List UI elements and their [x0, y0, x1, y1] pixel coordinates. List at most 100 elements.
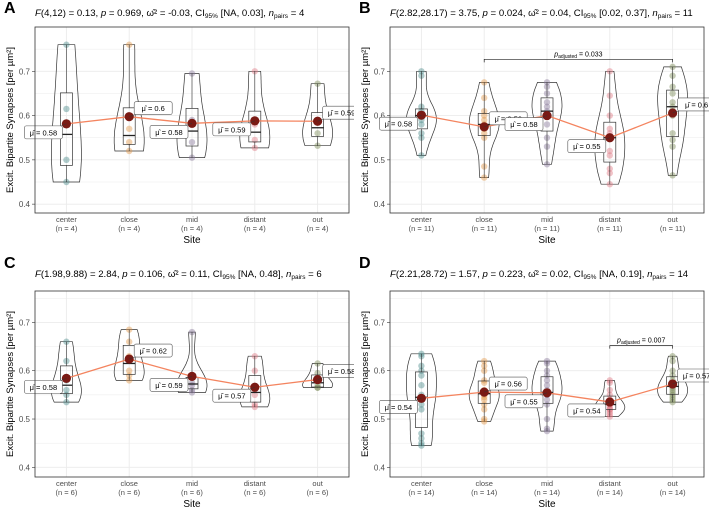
y-tick-label: 0.7 — [374, 318, 386, 327]
x-tick-label: center — [56, 215, 77, 224]
mean-label: μ̂ = 0.56 — [494, 380, 521, 389]
x-tick-label: center — [411, 215, 432, 224]
subtitle-part: = 0.223, ω̂² = 0.02, CI — [488, 269, 584, 280]
plot-border — [34, 26, 350, 214]
x-tick-n-label: (n = 11) — [534, 224, 560, 233]
subtitle-part: [NA, 0.03], — [218, 8, 269, 19]
y-axis-label: Excit. Bipartite Synapses [per µm²] — [360, 311, 371, 457]
mean-label-box — [677, 97, 709, 112]
mean-label-box — [379, 400, 418, 414]
x-tick-n-label: (n = 6) — [118, 488, 140, 497]
data-point-mid — [543, 382, 551, 389]
violin-out — [302, 363, 333, 388]
y-axis-label: Excit. Bipartite Synapses [per µm²] — [5, 311, 16, 457]
data-point-close — [481, 130, 488, 137]
x-tick-label: mid — [186, 215, 198, 224]
x-tick-n-label: (n = 11) — [409, 224, 435, 233]
x-tick-n-label: (n = 6) — [55, 488, 77, 497]
subtitle-part: = 6 — [305, 269, 321, 280]
subtitle-part: pairs — [652, 274, 667, 281]
data-point-center — [63, 156, 70, 164]
panel-c: C F(1.98,9.88) = 2.84, p = 0.106, ω̂² = … — [0, 255, 354, 510]
mean-point-center — [61, 373, 71, 383]
data-point-out — [669, 353, 676, 360]
mean-label-box — [504, 117, 544, 131]
x-tick-label: close — [120, 215, 138, 224]
mean-label-box — [677, 368, 709, 383]
y-tick-label: 0.6 — [374, 112, 386, 121]
mean-label: μ̂ = 0.55 — [510, 397, 537, 406]
data-point-close — [481, 116, 488, 124]
subtitle-part: F — [390, 8, 397, 19]
data-point-out — [314, 130, 321, 137]
data-point-close — [126, 125, 133, 133]
violin-mid — [531, 82, 563, 165]
x-tick-n-label: (n = 4) — [181, 224, 203, 233]
x-tick-label: distant — [599, 479, 622, 488]
x-tick-label: out — [667, 479, 678, 488]
plot-border — [34, 290, 350, 478]
chart-subtitle: F(2.82,28.17) = 3.75, p = 0.024, ω̂² = 0… — [390, 8, 693, 20]
y-tick-label: 0.7 — [19, 67, 31, 76]
data-point-distant — [606, 125, 613, 133]
chart-d: F(2.21,28.72) = 1.57, p = 0.223, ω̂² = 0… — [360, 269, 709, 510]
data-point-distant — [251, 391, 258, 399]
subtitle-part: n — [652, 8, 657, 19]
data-point-center — [63, 386, 70, 394]
data-point-distant — [606, 147, 613, 155]
subtitle-part: (2.82,28.17) = 3.75, — [396, 8, 483, 19]
data-point-center — [418, 372, 425, 379]
y-tick-label: 0.7 — [19, 318, 31, 327]
data-point-close — [126, 138, 133, 146]
data-point-distant — [606, 152, 613, 159]
mean-point-distant — [605, 397, 615, 407]
subtitle-part: 95% — [583, 13, 596, 20]
mean-label: μ̂ = 0.58 — [30, 383, 57, 392]
subtitle-part: n — [647, 269, 652, 280]
mean-label: μ̂ = 0.55 — [573, 142, 600, 151]
data-point-close — [481, 112, 488, 119]
panel-letter: D — [359, 255, 371, 272]
subtitle-part: (4,12) = 0.13, — [41, 8, 101, 19]
chart-subtitle: F(2.21,28.72) = 1.57, p = 0.223, ω̂² = 0… — [390, 269, 689, 281]
mean-label-box — [379, 116, 418, 131]
subtitle-part: [NA, 0.19], — [596, 269, 647, 280]
subtitle-part: pairs — [274, 13, 289, 20]
data-point-mid — [188, 138, 196, 146]
y-tick-label: 0.4 — [374, 200, 386, 209]
mean-label: μ̂ = 0.57 — [218, 392, 245, 401]
significance-bracket — [483, 58, 673, 63]
subtitle-part: = 0.024, ω̂² = 0.04, CI — [488, 8, 584, 19]
x-tick-n-label: (n = 14) — [471, 488, 498, 497]
mean-label-box — [322, 364, 354, 378]
data-point-mid — [543, 396, 551, 403]
subtitle-part: pairs — [291, 274, 306, 281]
mean-label-box — [133, 343, 173, 358]
chart-a: F(4,12) = 0.13, p = 0.969, ω̂² = -0.03, … — [5, 8, 354, 246]
mean-label-box — [488, 376, 528, 391]
subtitle-part: = 0.106, ω̂² = 0.11, CI — [128, 269, 223, 280]
violin-out — [302, 83, 333, 147]
data-point-center — [418, 406, 425, 413]
mean-label-box — [149, 125, 189, 139]
data-point-close — [481, 396, 488, 403]
subtitle-part: pairs — [658, 13, 673, 20]
mean-point-distant — [605, 133, 615, 143]
mean-label-box — [212, 388, 252, 403]
chart-c: F(1.98,9.88) = 2.84, p = 0.106, ω̂² = 0.… — [5, 269, 354, 510]
subtitle-part: F — [35, 269, 42, 280]
subtitle-part: = 11 — [672, 8, 693, 19]
panel-b: B F(2.82,28.17) = 3.75, p = 0.024, ω̂² =… — [355, 0, 709, 255]
chart-subtitle: F(4,12) = 0.13, p = 0.969, ω̂² = -0.03, … — [35, 8, 305, 20]
subtitle-part: p — [100, 8, 107, 19]
p-subscript: adjusted — [558, 54, 577, 60]
p-symbol: p — [553, 51, 558, 58]
data-point-center — [418, 401, 425, 408]
y-tick-label: 0.6 — [19, 367, 31, 376]
mean-label: μ̂ = 0.58 — [30, 128, 57, 137]
x-tick-n-label: (n = 6) — [307, 488, 329, 497]
mean-label: μ̂ = 0.59 — [155, 381, 182, 390]
subtitle-part: = 0.969, ω̂² = -0.03, CI — [106, 8, 205, 19]
data-point-mid — [543, 377, 551, 384]
mean-label-box — [212, 122, 252, 137]
